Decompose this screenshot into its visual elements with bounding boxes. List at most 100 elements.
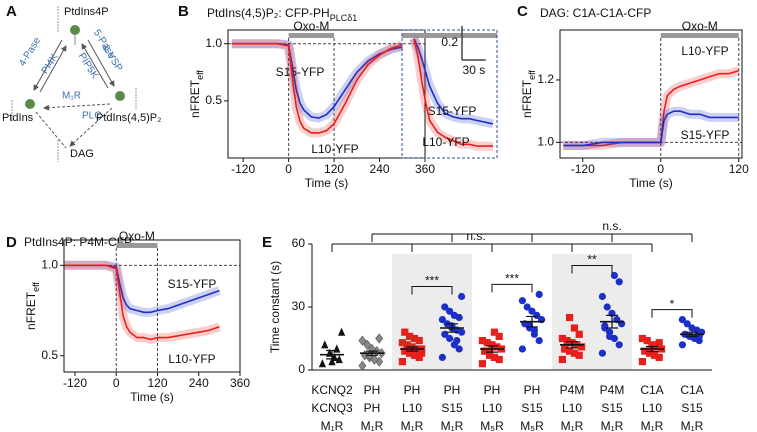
category-label: PH	[484, 383, 501, 397]
data-line	[563, 110, 739, 147]
x-tick-label: 120	[147, 376, 167, 390]
data-point	[490, 328, 498, 336]
data-point	[638, 358, 646, 366]
data-point	[598, 349, 607, 357]
data-point	[338, 327, 346, 336]
data-point	[646, 349, 654, 357]
data-point	[638, 334, 646, 343]
category-label: PH	[524, 383, 541, 397]
stimulus-bar	[402, 33, 497, 38]
category-label: PH	[364, 383, 381, 397]
category-label: S15	[681, 401, 703, 415]
significance-label: ***	[425, 274, 439, 288]
panel-label: E	[262, 234, 272, 251]
arrow	[39, 45, 67, 93]
data-point	[493, 343, 501, 351]
data-point	[570, 349, 578, 357]
data-line	[563, 69, 740, 147]
data-point	[481, 347, 489, 355]
data-point	[478, 360, 486, 368]
plot-frame	[63, 239, 241, 373]
data-line	[64, 264, 220, 341]
data-point	[488, 341, 496, 349]
chart-title: PtdIns(4,5)P₂: CFP-PHPLCδ1	[207, 6, 357, 23]
chart-title: PtdIns4P: P4M-CFP	[24, 235, 132, 249]
data-point	[523, 303, 531, 311]
significance-bracket	[491, 283, 533, 293]
category-label: M₁R	[441, 419, 464, 432]
category-label: C1A	[680, 383, 703, 397]
x-tick-label: 240	[189, 376, 209, 390]
y-axis-label-part: eff	[527, 70, 537, 80]
significance-label: **	[587, 253, 597, 267]
category-label: C1A	[640, 383, 663, 397]
category-label: PH	[404, 383, 421, 397]
category-label: M₁R	[401, 419, 424, 432]
data-point	[321, 340, 329, 349]
data-point	[438, 316, 446, 324]
data-point	[518, 345, 527, 353]
data-point	[566, 313, 574, 322]
category-label: L10	[642, 401, 662, 415]
x-tick-label: 360	[415, 162, 435, 176]
x-tick-label: -120	[231, 162, 255, 176]
data-point	[535, 290, 543, 298]
enzyme-label: PI4K	[40, 52, 61, 76]
data-point	[333, 344, 341, 353]
category-label: L10	[562, 401, 582, 415]
category-label: P4M	[600, 383, 625, 397]
data-point	[683, 320, 691, 328]
data-point	[455, 345, 463, 353]
data-point	[401, 347, 409, 355]
data-point	[570, 324, 578, 332]
enzyme-label: & VSP	[99, 43, 124, 74]
sem-bar	[366, 350, 378, 356]
x-axis-label: Time (s)	[130, 390, 174, 404]
data-point	[406, 332, 414, 340]
data-point	[370, 354, 379, 365]
sem-bar	[526, 315, 538, 328]
x-axis-label: Time (s)	[629, 176, 673, 190]
y-tick-label: 30	[292, 299, 306, 313]
category-label: M₁R	[601, 419, 624, 432]
series-label: L10-YFP	[168, 352, 215, 366]
data-point	[650, 351, 658, 359]
stimulus-bar	[116, 243, 158, 248]
chart-title: DAG: C1A-C1A-CFP	[540, 6, 651, 20]
y-axis-label: nFRETeff	[520, 70, 537, 118]
sem-bar	[646, 345, 658, 353]
significance-bracket	[411, 286, 453, 295]
sem-bar	[566, 341, 578, 349]
category-label: PH	[444, 383, 461, 397]
category-label: M₅R	[480, 419, 504, 432]
data-point	[441, 303, 449, 311]
data-point	[446, 334, 454, 343]
stimulus-bar	[288, 33, 335, 38]
category-label: S15	[521, 401, 543, 415]
data-point	[615, 341, 623, 349]
x-tick-label: 120	[324, 162, 344, 176]
sem-bar	[606, 314, 618, 329]
stimulus-label: Oxo-M	[119, 229, 155, 243]
data-point	[490, 353, 498, 361]
y-axis-label-part: nFRET	[188, 79, 202, 118]
lipid-head	[25, 99, 35, 109]
y-tick-label: 0.5	[205, 93, 222, 107]
data-point	[458, 292, 466, 301]
data-point	[643, 337, 651, 345]
y-axis-label: nFRETeff	[24, 282, 41, 330]
data-point	[363, 339, 372, 350]
data-point	[678, 341, 687, 349]
ns-bracket	[331, 243, 653, 252]
node-label: PtdIns(4,5)P₂	[96, 112, 161, 124]
data-point	[438, 353, 446, 361]
lipid-head	[115, 91, 125, 101]
x-tick-label: 360	[230, 376, 250, 390]
data-point	[401, 328, 409, 336]
data-point	[375, 333, 384, 344]
y-tick-label: 1.0	[537, 135, 554, 149]
category-label: L10	[402, 401, 422, 415]
y-axis-label-part: eff	[195, 70, 205, 80]
data-point	[598, 292, 607, 301]
